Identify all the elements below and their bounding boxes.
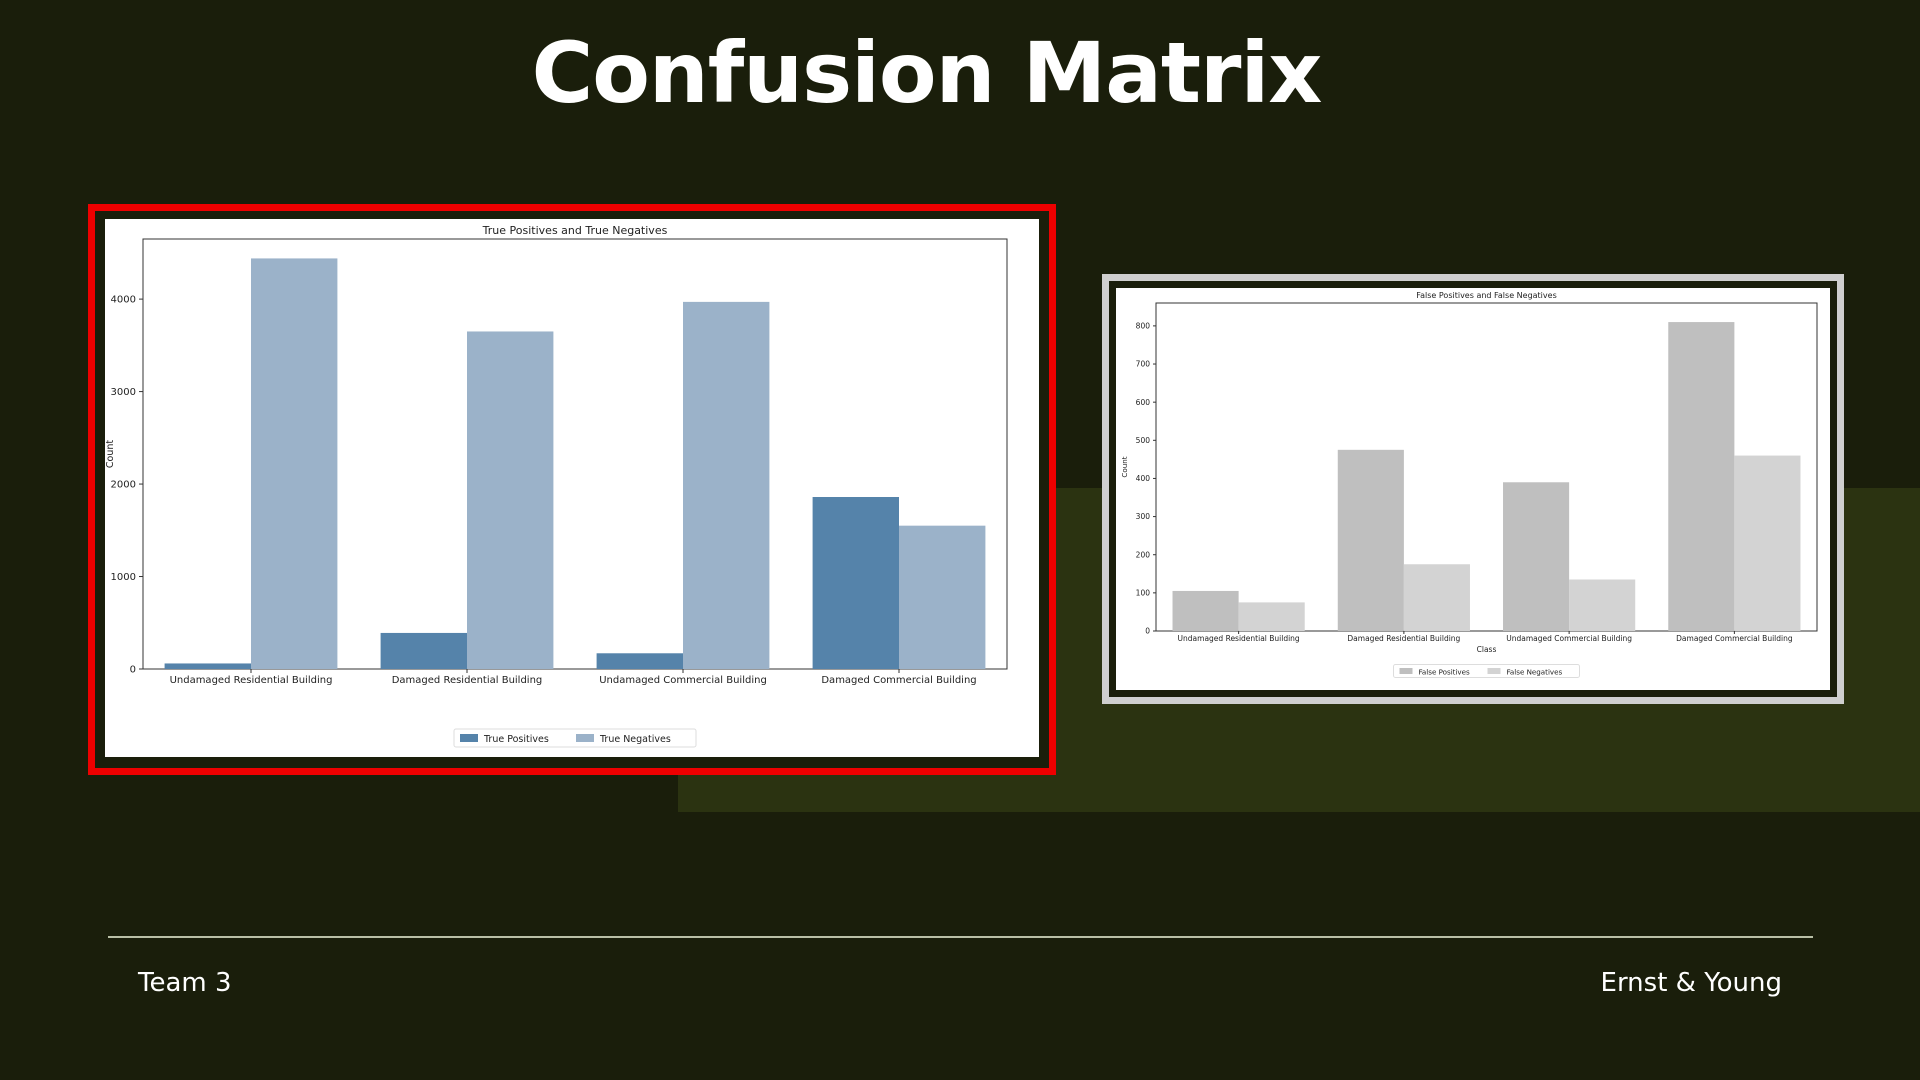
y-tick-label: 500 <box>1136 436 1151 445</box>
legend-swatch <box>460 734 478 742</box>
x-tick-label: Undamaged Residential Building <box>1178 634 1300 643</box>
x-axis-label: Class <box>1477 645 1497 654</box>
plot-frame <box>1155 302 1818 632</box>
bar <box>251 258 338 669</box>
y-tick-label: 1000 <box>111 572 136 583</box>
bar <box>1668 322 1735 631</box>
bar <box>812 497 899 669</box>
footer-divider <box>108 936 1813 938</box>
true-pos-neg-chart: True Positives and True Negatives 0 1000 20… <box>105 219 1039 757</box>
y-tick-label: 0 <box>1145 627 1150 636</box>
chart-title: False Positives and False Negatives <box>1416 291 1556 300</box>
legend-swatch <box>576 734 594 742</box>
y-tick-label: 4000 <box>111 295 136 306</box>
y-tick-label: 200 <box>1136 550 1151 559</box>
footer-company: Ernst & Young <box>1600 968 1782 998</box>
y-tick-label: 2000 <box>111 480 136 491</box>
y-tick-label: 300 <box>1136 512 1151 521</box>
x-tick-label: Damaged Residential Building <box>1347 634 1460 643</box>
y-tick-label: 400 <box>1136 474 1151 483</box>
bar <box>1569 579 1636 631</box>
legend-label: True Positives <box>483 734 549 745</box>
legend-swatch <box>1487 668 1501 674</box>
bar <box>1503 482 1570 631</box>
y-tick-label: 800 <box>1136 322 1151 331</box>
plot-frame <box>142 238 1008 670</box>
false-pos-neg-chart: False Positives and False Negatives 0 100 2… <box>1116 288 1830 690</box>
x-tick-label: Undamaged Commercial Building <box>599 675 767 686</box>
slide-title: Confusion Matrix <box>531 24 1323 122</box>
x-tick-label: Damaged Residential Building <box>392 675 543 686</box>
x-tick-label: Damaged Commercial Building <box>821 675 976 686</box>
bar <box>1403 564 1470 631</box>
bar <box>467 331 554 669</box>
bar <box>1172 590 1239 631</box>
y-axis-label: Count <box>1120 456 1129 477</box>
legend-label: False Positives <box>1419 667 1471 676</box>
bar <box>899 525 986 669</box>
bar <box>1734 455 1801 631</box>
footer-team: Team 3 <box>138 968 232 998</box>
legend-label: True Negatives <box>599 734 671 745</box>
legend-box <box>1393 664 1580 678</box>
legend-label: False Negatives <box>1507 667 1563 676</box>
y-tick-label: 100 <box>1136 588 1151 597</box>
bar <box>683 301 770 669</box>
y-tick-label: 3000 <box>111 387 136 398</box>
x-tick-label: Undamaged Commercial Building <box>1506 634 1632 643</box>
false-pos-neg-chart-svg: False Positives and False Negatives 0 100 2… <box>1120 291 1818 678</box>
bar <box>1238 602 1305 631</box>
x-tick-label: Undamaged Residential Building <box>170 675 333 686</box>
legend-box <box>453 728 697 748</box>
legend-swatch <box>1399 668 1413 674</box>
bar <box>380 632 467 669</box>
true-pos-neg-chart-svg: True Positives and True Negatives 0 1000 20… <box>105 224 1008 748</box>
bar <box>164 663 251 669</box>
chart-title: True Positives and True Negatives <box>482 224 668 237</box>
y-tick-label: 700 <box>1136 360 1151 369</box>
y-axis-label: Count <box>105 440 116 468</box>
y-tick-label: 0 <box>130 665 136 676</box>
bar <box>1337 449 1404 631</box>
y-tick-label: 600 <box>1136 398 1151 407</box>
x-tick-label: Damaged Commercial Building <box>1676 634 1793 643</box>
bar <box>596 653 683 669</box>
